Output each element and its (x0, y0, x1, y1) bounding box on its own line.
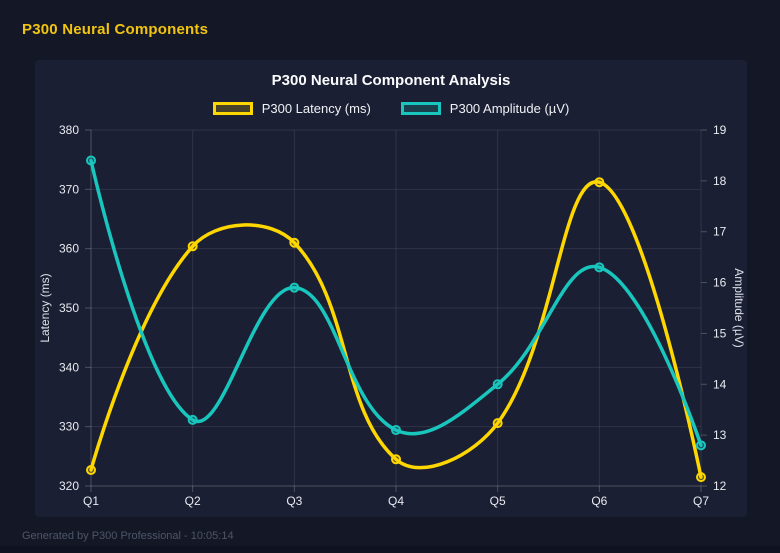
right-axis-tick-label: 15 (713, 326, 727, 340)
x-axis-tick-label: Q6 (591, 494, 607, 508)
data-point-amplitude-Q7[interactable] (696, 440, 706, 451)
left-axis-tick-label: 360 (59, 242, 79, 256)
data-point-amplitude-Q1[interactable] (86, 155, 96, 166)
left-axis-tick-label: 320 (59, 479, 79, 493)
chart-panel: P300 Neural Component Analysis P300 Late… (35, 60, 747, 517)
data-point-latency-Q1[interactable] (86, 464, 96, 475)
data-point-amplitude-Q6[interactable] (594, 262, 605, 273)
legend-item-amplitude[interactable]: P300 Amplitude (µV) (400, 101, 570, 116)
x-axis-tick-label: Q4 (388, 494, 404, 508)
series-line-amplitude (89, 158, 703, 448)
data-point-latency-Q4[interactable] (391, 454, 401, 465)
right-axis-tick-label: 13 (713, 428, 727, 442)
x-axis-tick-label: Q2 (185, 494, 201, 508)
legend-label-latency: P300 Latency (ms) (261, 101, 371, 116)
data-point-latency-Q5[interactable] (492, 418, 503, 429)
bottom-strip (0, 546, 780, 553)
right-axis-tick-label: 18 (713, 174, 727, 188)
legend-label-amplitude: P300 Amplitude (µV) (449, 101, 570, 116)
left-axis-tick-label: 340 (59, 360, 79, 374)
data-point-latency-Q2[interactable] (187, 241, 198, 252)
right-axis-tick-label: 19 (713, 123, 727, 137)
right-axis-title: Amplitude (µV) (732, 268, 746, 348)
chart-canvas[interactable]: 380 370 360 350 340 330 320 19 18 17 16 15 14 13 12 Q1 Q… (35, 60, 747, 517)
left-axis-tick-label: 330 (59, 420, 79, 434)
app-header: P300 Neural Components (22, 21, 208, 39)
right-axis-tick-label: 14 (713, 377, 727, 391)
data-point-amplitude-Q5[interactable] (492, 379, 503, 390)
right-axis-tick-label: 16 (713, 276, 727, 290)
x-axis-tick-label: Q5 (490, 494, 506, 508)
data-point-latency-Q7[interactable] (696, 472, 706, 483)
data-point-amplitude-Q3[interactable] (289, 282, 300, 293)
app-title: P300 Neural Components (22, 21, 209, 38)
x-axis-tick-label: Q3 (286, 494, 302, 508)
right-axis-tick-label: 12 (713, 479, 727, 493)
left-axis-tick-label: 350 (59, 301, 79, 315)
right-axis-tick-label: 17 (713, 225, 727, 239)
left-axis-tick-label: 380 (59, 123, 79, 137)
legend-swatch-amplitude-icon (400, 102, 441, 115)
chart-title: P300 Neural Component Analysis (271, 72, 511, 89)
data-point-latency-Q6[interactable] (594, 177, 605, 188)
data-point-amplitude-Q4[interactable] (391, 425, 401, 436)
data-point-amplitude-Q2[interactable] (187, 414, 198, 425)
left-axis-tick-label: 370 (59, 182, 79, 196)
series-line-latency (89, 180, 703, 479)
x-axis-tick-label: Q1 (83, 494, 99, 508)
chart-legend: P300 Latency (ms) P300 Amplitude (µV) (35, 101, 747, 116)
footer-text: Generated by P300 Professional - 10:05:1… (22, 530, 234, 542)
left-axis-title: Latency (ms) (38, 273, 52, 342)
legend-swatch-latency-icon (212, 102, 253, 115)
data-point-latency-Q3[interactable] (289, 237, 300, 248)
legend-item-latency[interactable]: P300 Latency (ms) (212, 101, 371, 116)
x-axis-tick-label: Q7 (693, 494, 709, 508)
